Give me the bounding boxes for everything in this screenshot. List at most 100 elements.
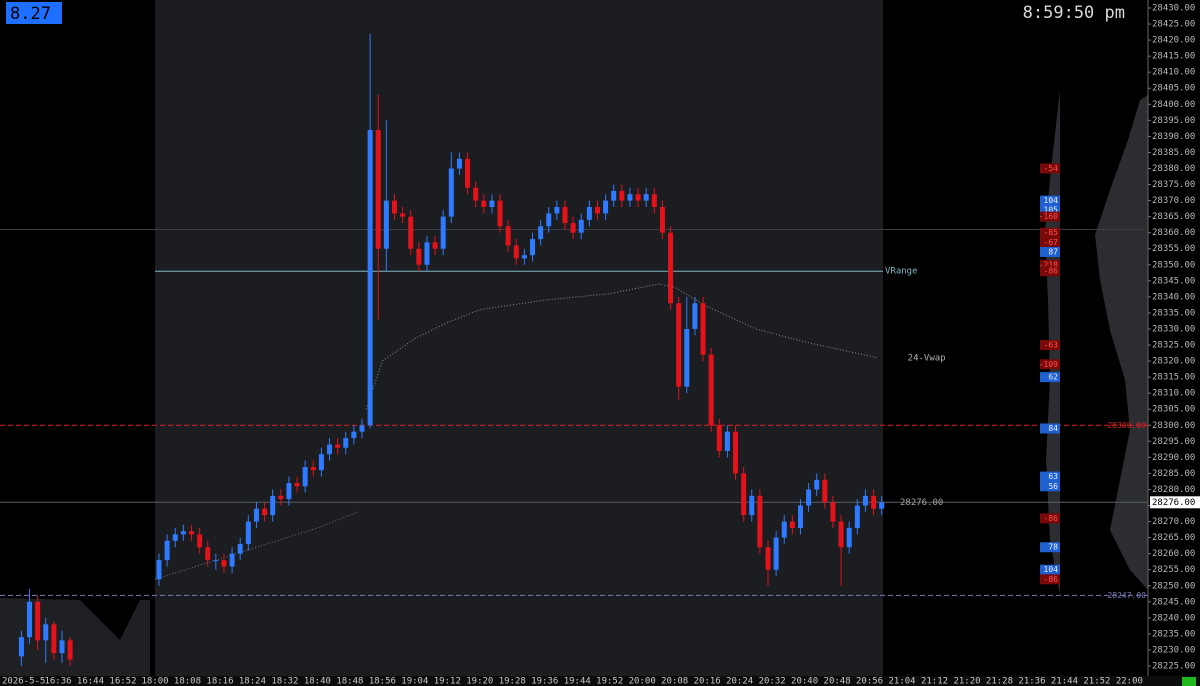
candle-body — [172, 534, 178, 541]
candle-body — [513, 245, 519, 259]
candle-body — [871, 495, 877, 509]
delta-box — [1040, 163, 1060, 174]
y-tick-label: 28415.00 — [1152, 52, 1195, 62]
candle-body — [627, 194, 633, 201]
candle-body — [237, 544, 243, 554]
candle-body — [546, 213, 552, 227]
y-tick-label: 28240.00 — [1152, 613, 1195, 623]
status-box — [1182, 677, 1196, 686]
x-tick-label: 16:44 — [77, 677, 104, 686]
overlay-label: 24-Vwap — [908, 353, 946, 363]
candle-body — [781, 521, 787, 538]
delta-box — [1040, 564, 1060, 575]
date-label: 2026-5-5 — [2, 677, 45, 686]
candle-body — [716, 425, 722, 451]
delta-label: -54 — [1044, 164, 1059, 173]
clock: 8:59:50 pm — [1023, 3, 1125, 23]
y-tick-label: 28235.00 — [1152, 629, 1195, 639]
delta-box — [1040, 574, 1060, 585]
y-tick-label: 28330.00 — [1152, 324, 1195, 334]
y-tick-label: 28425.00 — [1152, 20, 1195, 30]
delta-label: -86 — [1044, 267, 1059, 276]
y-tick-label: 28305.00 — [1152, 405, 1195, 415]
candle-body — [391, 200, 397, 214]
candle-body — [310, 466, 316, 471]
y-tick-label: 28385.00 — [1152, 148, 1195, 158]
x-tick-label: 21:44 — [1051, 677, 1078, 686]
candle-body — [635, 194, 641, 201]
candle-body — [708, 354, 714, 426]
candle-body — [505, 226, 511, 246]
candle-body — [448, 168, 454, 217]
candle-body — [335, 444, 341, 448]
candle-body — [797, 505, 803, 528]
delta-label: -86 — [1044, 514, 1059, 523]
delta-box — [1040, 237, 1060, 248]
candle-body — [416, 248, 422, 265]
delta-label: -86 — [1044, 575, 1059, 584]
level-label: 28247.00 — [1107, 591, 1146, 600]
delta-box — [1040, 481, 1060, 492]
candle-body — [229, 553, 235, 567]
candle-body — [375, 129, 381, 249]
y-tick-label: 28370.00 — [1152, 196, 1195, 206]
y-tick-label: 28265.00 — [1152, 533, 1195, 543]
header-box — [6, 2, 62, 24]
x-tick-label: 20:00 — [629, 677, 656, 686]
delta-label: 87 — [1048, 247, 1058, 256]
x-tick-label: 19:36 — [531, 677, 558, 686]
candle-body — [481, 200, 487, 208]
candle-body — [530, 239, 536, 256]
delta-label: 104 — [1044, 565, 1059, 574]
candle-body — [578, 219, 584, 233]
y-tick-label: 28225.00 — [1152, 662, 1195, 672]
x-tick-label: 18:08 — [174, 677, 201, 686]
delta-label: 78 — [1048, 543, 1058, 552]
delta-label: 84 — [1048, 424, 1058, 433]
y-tick-label: 28320.00 — [1152, 357, 1195, 367]
delta-box — [1040, 359, 1060, 370]
y-tick-label: 28400.00 — [1152, 100, 1195, 110]
level-label: 28276.00 — [900, 498, 943, 508]
y-tick-label: 28395.00 — [1152, 116, 1195, 126]
candle-body — [854, 505, 860, 528]
y-tick-label: 28380.00 — [1152, 164, 1195, 174]
header-value: 8.27 — [10, 4, 51, 24]
candle-body — [619, 190, 625, 201]
y-tick-label: 28410.00 — [1152, 68, 1195, 78]
level-label: VRange — [885, 267, 918, 277]
x-tick-label: 18:16 — [206, 677, 233, 686]
candle-body — [651, 194, 657, 208]
candle-body — [789, 521, 795, 528]
y-tick-label: 28420.00 — [1152, 36, 1195, 46]
y-tick-label: 28245.00 — [1152, 597, 1195, 607]
delta-box — [1040, 423, 1060, 434]
y-tick-label: 28355.00 — [1152, 244, 1195, 254]
delta-box — [1040, 259, 1060, 270]
delta-box — [1040, 246, 1060, 257]
candle-body — [367, 129, 373, 426]
candle-body — [741, 473, 747, 516]
delta-label: -109 — [1039, 360, 1058, 369]
y-tick-label: 28390.00 — [1152, 132, 1195, 142]
candle-body — [262, 508, 268, 516]
y-tick-label: 28365.00 — [1152, 212, 1195, 222]
candle-body — [521, 255, 527, 259]
candle-body — [684, 328, 690, 387]
delta-box — [1040, 372, 1060, 383]
candle-body — [489, 200, 495, 208]
y-tick-label: 28310.00 — [1152, 389, 1195, 399]
delta-label: -160 — [1039, 212, 1058, 221]
x-tick-label: 18:56 — [369, 677, 396, 686]
volume-profile — [1095, 95, 1148, 590]
candle-body — [538, 226, 544, 240]
y-tick-label: 28260.00 — [1152, 549, 1195, 559]
candle-body — [188, 531, 194, 535]
candle-body — [659, 207, 665, 233]
delta-box — [1040, 513, 1060, 524]
candle-body — [213, 560, 219, 562]
x-tick-label: 19:44 — [564, 677, 591, 686]
candle-body — [27, 601, 33, 638]
delta-box — [1040, 211, 1060, 222]
